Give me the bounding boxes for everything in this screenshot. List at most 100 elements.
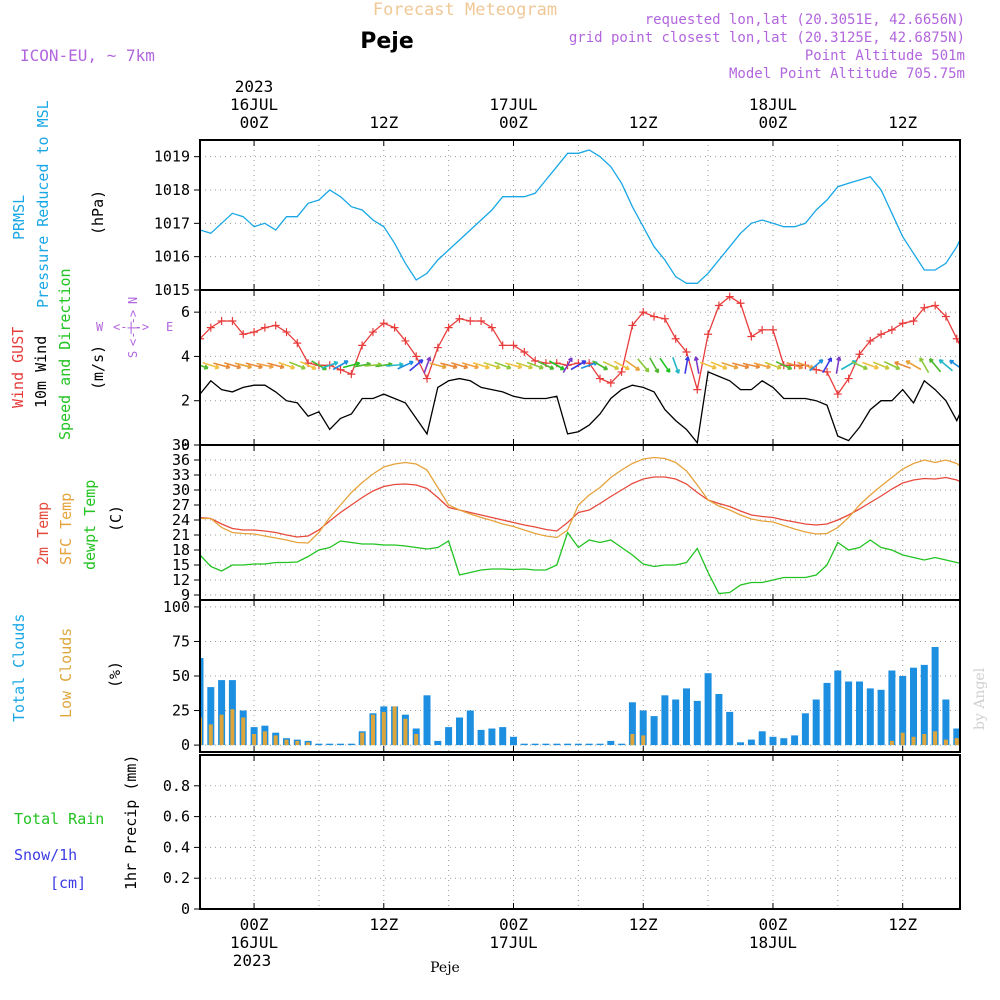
precip-unit-label: 1hr Precip (mm) <box>122 755 140 890</box>
bar-total-clouds <box>931 647 939 746</box>
bar-low-clouds <box>381 711 386 746</box>
bar-low-clouds <box>252 734 257 746</box>
bar-low-clouds <box>208 724 213 746</box>
gust-marker <box>596 374 604 383</box>
y-tick-label: 24 <box>172 511 190 529</box>
bar-total-clouds <box>510 736 517 746</box>
gust-marker <box>920 303 929 312</box>
gust-marker <box>520 348 529 356</box>
bar-total-clouds <box>801 713 809 746</box>
bar-total-clouds <box>758 731 766 746</box>
gust-marker <box>833 390 842 399</box>
gust-marker <box>368 328 377 337</box>
wind-direction-arrow <box>835 356 842 374</box>
bar-total-clouds <box>715 694 723 746</box>
top-hour-label: 00Z <box>499 113 528 132</box>
bar-total-clouds <box>704 673 712 746</box>
wind-direction-arrow <box>592 360 609 371</box>
y-tick-label: 27 <box>172 496 190 514</box>
point-altitude: Point Altitude 501m <box>805 48 965 64</box>
panel-frame <box>199 139 961 291</box>
bar-total-clouds <box>975 744 982 745</box>
top-hour-label: 00Z <box>759 113 788 132</box>
series-line-prmsl <box>200 149 960 284</box>
y-tick-label: 50 <box>172 667 190 685</box>
celsius-unit-label: (C) <box>107 505 125 532</box>
y-tick-label: 25 <box>172 702 190 720</box>
plot-area <box>200 292 960 445</box>
wind-direction-arrow <box>483 361 501 370</box>
wind-direction-arrow <box>440 362 458 370</box>
bar-total-clouds <box>661 695 669 745</box>
bar-total-clouds <box>607 740 615 745</box>
series-line-sfc-temp <box>200 456 960 544</box>
bottom-hour-label: 00Z <box>499 915 528 934</box>
y-tick-label: 4 <box>181 347 190 365</box>
bar-low-clouds <box>403 718 408 746</box>
gust-marker <box>206 323 215 332</box>
ms-unit-label: (m/s) <box>89 345 107 390</box>
bottom-hour-label: 12Z <box>888 915 917 934</box>
compass-n: N <box>126 297 140 304</box>
pressure-label: Pressure Reduced to MSL <box>34 100 52 308</box>
y-tick-label: 1016 <box>154 248 190 266</box>
bar-total-clouds <box>445 727 453 746</box>
bar-total-clouds <box>347 743 355 746</box>
gust-marker <box>660 314 669 323</box>
wind-direction-arrow <box>278 361 296 370</box>
bar-low-clouds <box>414 734 419 746</box>
wind-direction-arrow <box>809 359 824 372</box>
wind-direction-arrow <box>649 357 660 374</box>
top-day-label: 16JUL <box>230 95 278 114</box>
gust-marker <box>866 336 875 345</box>
bar-low-clouds <box>966 737 970 745</box>
bottom-hour-label: 12Z <box>369 915 398 934</box>
gust-marker <box>239 330 248 339</box>
bar-total-clouds <box>942 699 950 746</box>
bar-total-clouds <box>477 729 485 746</box>
y-tick-label: 0.8 <box>163 777 190 795</box>
wind-direction-arrow <box>505 362 523 370</box>
y-tick-label: 12 <box>172 571 190 589</box>
wind-direction-arrow <box>721 361 739 370</box>
wind-direction-arrow <box>342 361 361 369</box>
bar-low-clouds <box>262 731 267 746</box>
gust-marker <box>855 350 864 359</box>
gust-marker <box>336 365 345 374</box>
wind-direction-arrow <box>224 362 242 370</box>
bottom-year-label: 2023 <box>233 951 272 970</box>
y-tick-label: 0 <box>181 436 190 454</box>
sfc-temp-label: SFC Temp <box>57 493 75 565</box>
gust-marker <box>455 314 464 323</box>
bar-total-clouds <box>866 688 874 746</box>
bar-low-clouds <box>933 731 938 746</box>
bar-total-clouds <box>910 667 917 746</box>
dewpt-label: dewpt Temp <box>81 480 99 570</box>
wind-direction-arrow <box>321 361 339 369</box>
bar-total-clouds <box>564 743 572 746</box>
wind-direction-arrow <box>672 357 680 374</box>
bar-total-clouds <box>531 743 539 746</box>
y-tick-label: 2 <box>181 392 190 410</box>
y-tick-label: 0 <box>181 736 190 754</box>
y-tick-label: 9 <box>181 586 190 604</box>
temp-2m-label: 2m Temp <box>34 502 52 565</box>
wind-direction-arrow <box>637 358 650 373</box>
gust-marker <box>768 325 777 334</box>
ten-m-wind-label: 10m Wind <box>32 336 50 408</box>
bar-low-clouds <box>230 709 235 746</box>
gust-marker <box>617 367 626 376</box>
bar-total-clouds <box>953 728 960 746</box>
wind-direction-arrow <box>526 361 544 370</box>
top-hour-label: 12Z <box>369 113 398 132</box>
wind-direction-arrow <box>234 362 253 370</box>
gust-marker <box>909 317 918 325</box>
bar-total-clouds <box>218 680 226 745</box>
wind-direction-arrow <box>245 362 263 370</box>
plot-area <box>200 456 960 595</box>
bar-total-clouds <box>337 743 344 746</box>
y-tick-label: 1018 <box>154 181 190 199</box>
bar-low-clouds <box>371 714 375 746</box>
